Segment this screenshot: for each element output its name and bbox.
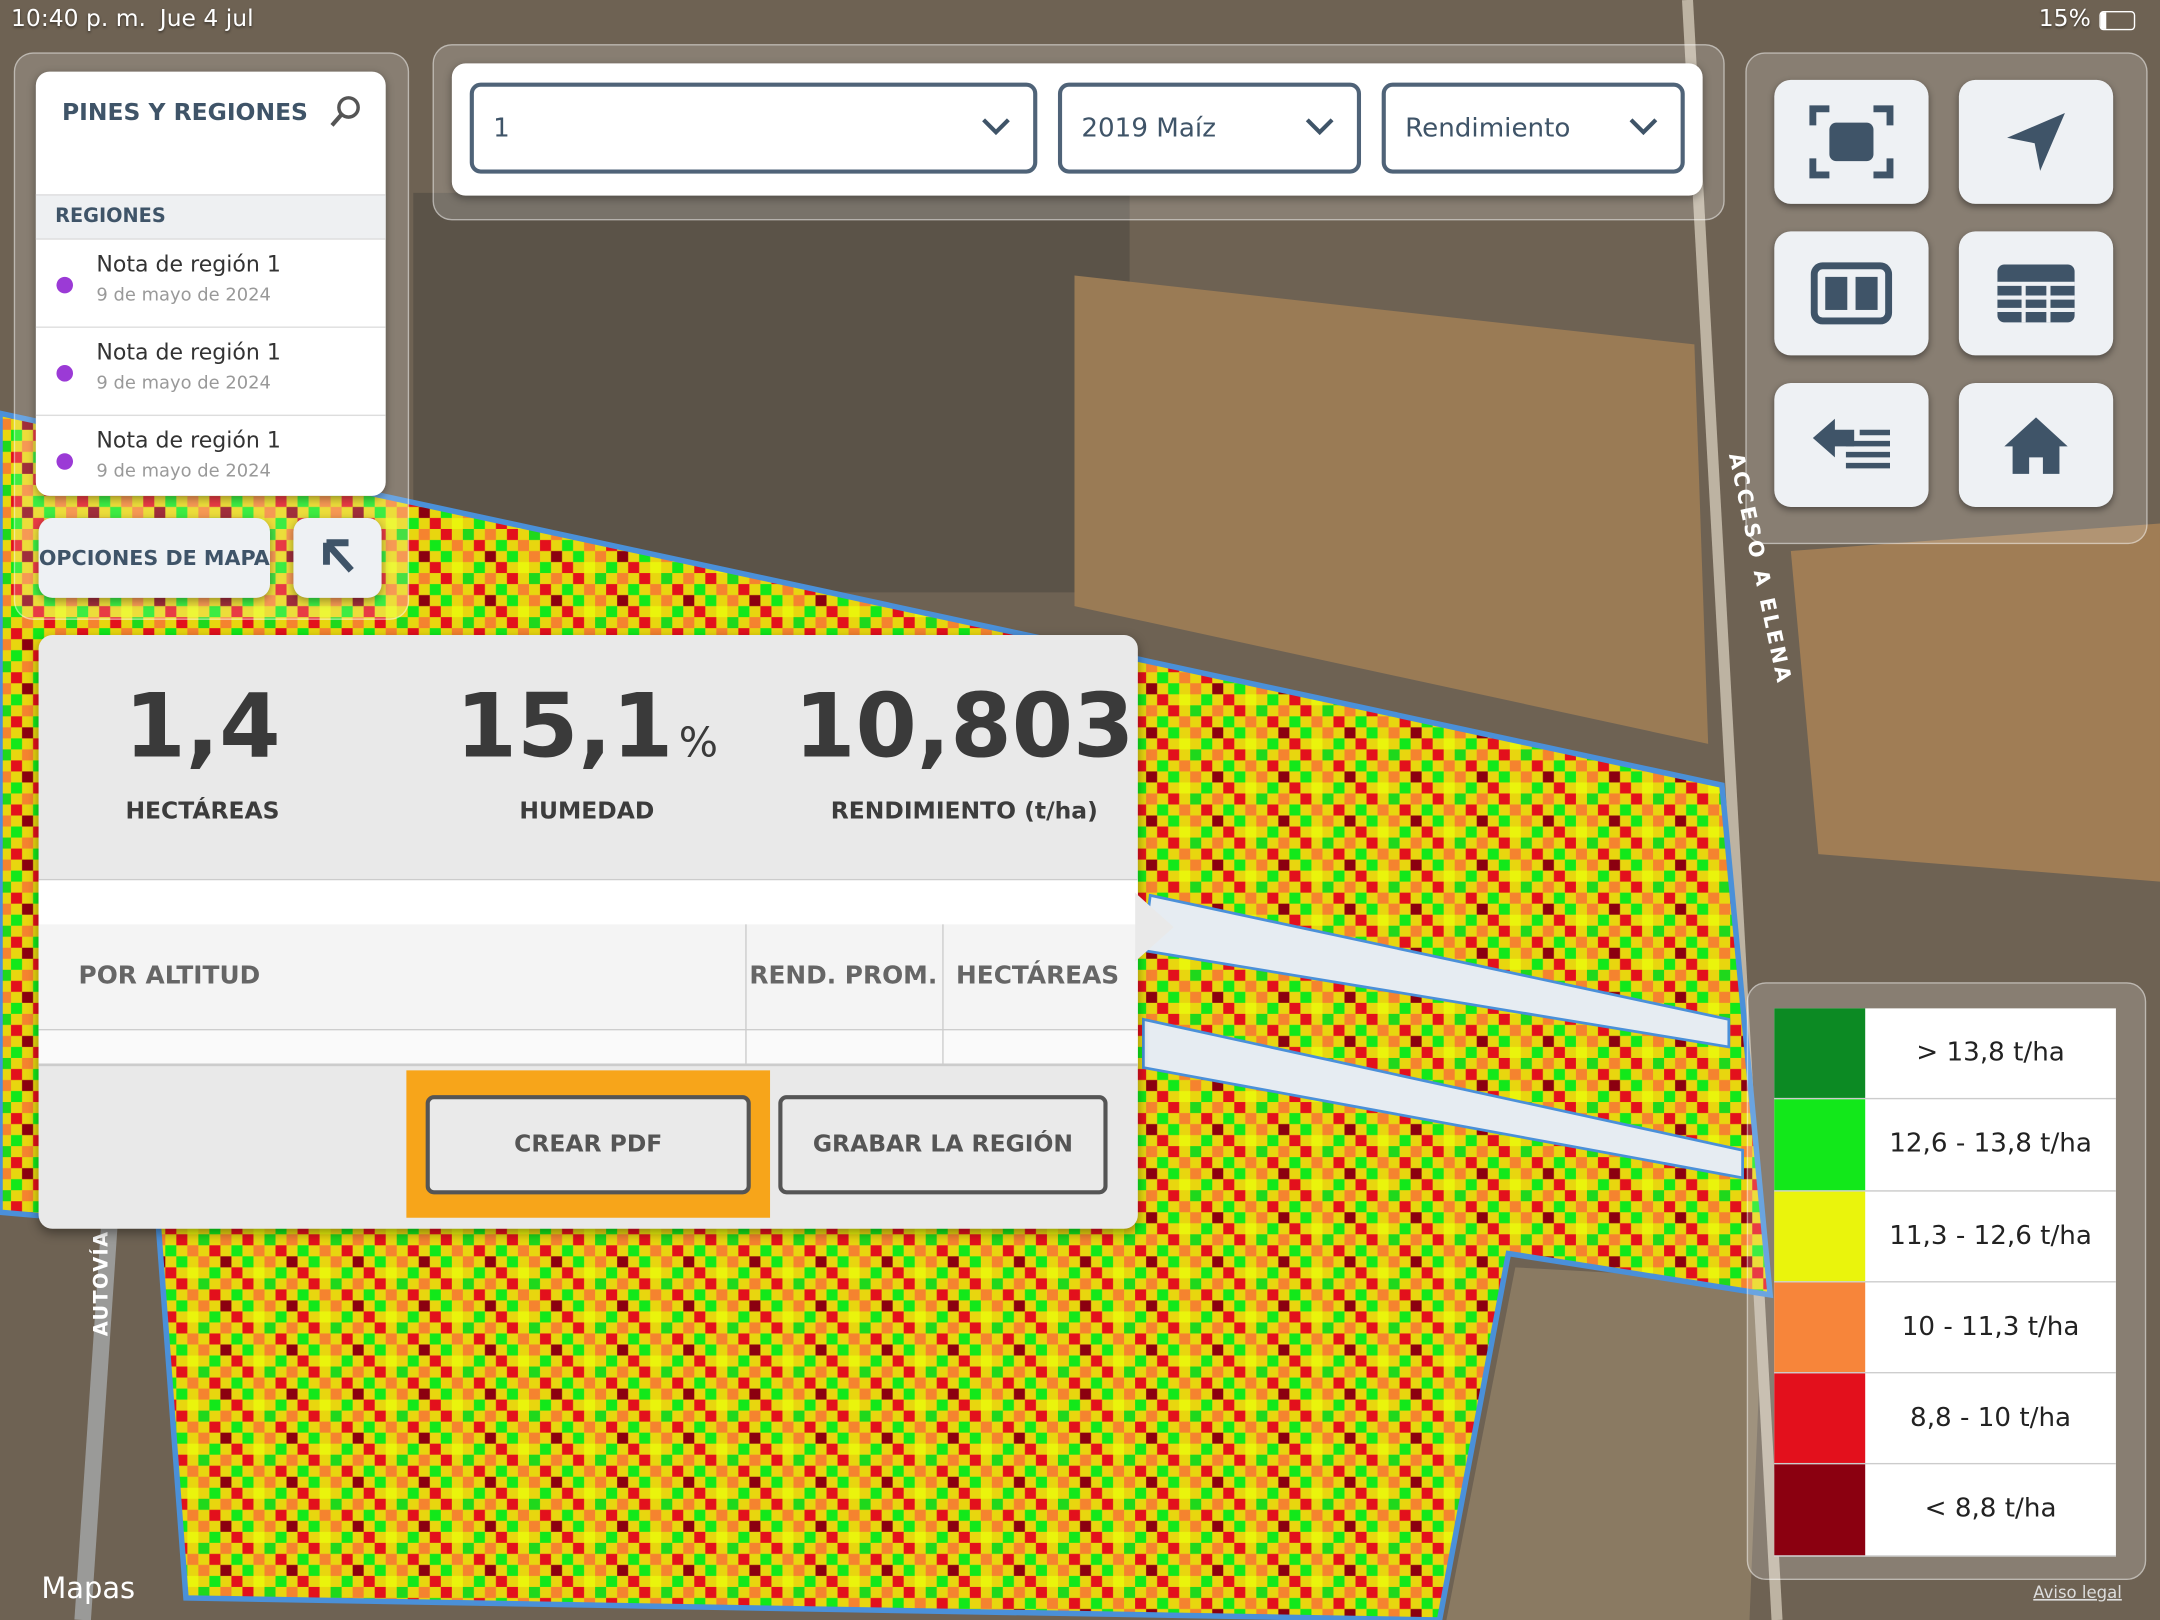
column-header: POR ALTITUD bbox=[78, 961, 261, 991]
stat-label: RENDIMIENTO (t/ha) bbox=[830, 797, 1098, 826]
road-label: AUTOVÍA bbox=[89, 1231, 112, 1337]
legend-swatch bbox=[1774, 1465, 1866, 1555]
legend-label: < 8,8 t/ha bbox=[1924, 1493, 2057, 1525]
stat-value: 15,1% bbox=[380, 676, 793, 778]
chevron bbox=[982, 118, 1010, 136]
map-attribution: Mapas bbox=[41, 1571, 135, 1605]
legend-item: 8,8 - 10 t/ha bbox=[1774, 1373, 2116, 1466]
region-dot bbox=[56, 453, 74, 470]
stat-value: 10,803 bbox=[758, 676, 1138, 778]
region-item[interactable]: Nota de región 1 9 de mayo de 2024 bbox=[35, 238, 386, 326]
region-title: Nota de región 1 bbox=[96, 338, 281, 366]
save-region-button[interactable]: GRABAR LA REGIÓN bbox=[778, 1095, 1108, 1195]
split-view-button[interactable] bbox=[1774, 231, 1929, 356]
legend-swatch bbox=[1774, 1282, 1866, 1373]
region-item[interactable]: Nota de región 1 9 de mayo de 2024 bbox=[35, 326, 386, 414]
battery-level: 15% bbox=[2038, 5, 2091, 34]
legend-label: 8,8 - 10 t/ha bbox=[1910, 1402, 2072, 1433]
legend: > 13,8 t/ha 12,6 - 13,8 t/ha 11,3 - 12,6 t… bbox=[1774, 1008, 2116, 1557]
status-time: 10:40 p. m. bbox=[11, 5, 146, 34]
chevron bbox=[1629, 118, 1658, 136]
column-header: REND. PROM. bbox=[749, 961, 938, 991]
region-title: Nota de región 1 bbox=[96, 427, 281, 454]
dropdown-value: 1 bbox=[493, 112, 510, 144]
table-body bbox=[38, 1030, 1138, 1067]
legend-swatch bbox=[1774, 1099, 1866, 1190]
stat-label: HECTÁREAS bbox=[125, 797, 280, 826]
divider bbox=[38, 878, 1138, 928]
panel-title: PINES Y REGIONES bbox=[61, 99, 308, 127]
legend-item: < 8,8 t/ha bbox=[1774, 1465, 2116, 1557]
pins-panel: PINES Y REGIONES REGIONES Nota de región… bbox=[35, 71, 386, 496]
stat-number: 10,803 bbox=[794, 676, 1135, 779]
legend-label: 10 - 11,3 t/ha bbox=[1901, 1311, 2080, 1342]
home-button[interactable] bbox=[1958, 382, 2114, 507]
arrow-icon bbox=[323, 539, 354, 573]
layers-button[interactable] bbox=[1774, 382, 1929, 507]
dropdown[interactable]: 1 bbox=[469, 82, 1038, 174]
status-date: Jue 4 jul bbox=[159, 5, 254, 34]
summary-panel: 1,4 HECTÁREAS 15,1% HUMEDAD 10,803 RENDIMIENT… bbox=[38, 635, 1138, 1229]
legend-label: 11,3 - 12,6 t/ha bbox=[1889, 1219, 2092, 1251]
legend-swatch bbox=[1774, 1373, 1866, 1464]
chevron bbox=[1305, 118, 1334, 136]
create-pdf-button[interactable]: CREAR PDF bbox=[425, 1095, 751, 1195]
legend-swatch bbox=[1774, 1191, 1866, 1281]
section-header: REGIONES bbox=[35, 194, 386, 240]
stat-number: 15,1 bbox=[455, 676, 674, 779]
locate-button[interactable] bbox=[1958, 79, 2114, 204]
map-options-button[interactable]: OPCIONES DE MAPA bbox=[38, 517, 270, 598]
table-button[interactable] bbox=[1958, 231, 2114, 356]
callout-pointer bbox=[1135, 892, 1174, 962]
legend-item: 10 - 11,3 t/ha bbox=[1774, 1282, 2116, 1374]
legend-item: 12,6 - 13,8 t/ha bbox=[1774, 1099, 2116, 1192]
battery-icon bbox=[2099, 11, 2136, 31]
table-header bbox=[38, 924, 1138, 1031]
region-dot bbox=[56, 276, 74, 294]
column-header: HECTÁREAS bbox=[956, 961, 1120, 991]
stat-unit: % bbox=[678, 719, 718, 768]
search-icon[interactable] bbox=[328, 94, 364, 130]
region-date: 9 de mayo de 2024 bbox=[96, 373, 271, 394]
collapse-button[interactable] bbox=[293, 517, 382, 598]
legend-item: 11,3 - 12,6 t/ha bbox=[1774, 1191, 2116, 1283]
stat-number: 1,4 bbox=[124, 676, 281, 779]
legend-label: 12,6 - 13,8 t/ha bbox=[1889, 1128, 2092, 1159]
legend-label: > 13,8 t/ha bbox=[1916, 1037, 2065, 1068]
dropdown-value: Rendimiento bbox=[1405, 112, 1571, 144]
dropdown-value: 2019 Maíz bbox=[1081, 112, 1216, 144]
fit-button[interactable] bbox=[1774, 79, 1929, 204]
section-title: REGIONES bbox=[55, 205, 166, 228]
region-dot bbox=[56, 365, 74, 382]
legend-swatch bbox=[1774, 1008, 1866, 1099]
dropdown[interactable]: 2019 Maíz bbox=[1057, 82, 1362, 174]
region-item[interactable]: Nota de región 1 9 de mayo de 2024 bbox=[35, 414, 386, 496]
legend-item: > 13,8 t/ha bbox=[1774, 1008, 2116, 1100]
region-date: 9 de mayo de 2024 bbox=[96, 285, 271, 306]
dropdown[interactable]: Rendimiento bbox=[1381, 82, 1685, 174]
region-date: 9 de mayo de 2024 bbox=[96, 461, 271, 483]
legal-link[interactable]: Aviso legal bbox=[2033, 1583, 2122, 1602]
stat-value: 1,4 bbox=[39, 676, 410, 778]
stat-label: HUMEDAD bbox=[519, 797, 655, 826]
region-title: Nota de región 1 bbox=[96, 250, 281, 277]
